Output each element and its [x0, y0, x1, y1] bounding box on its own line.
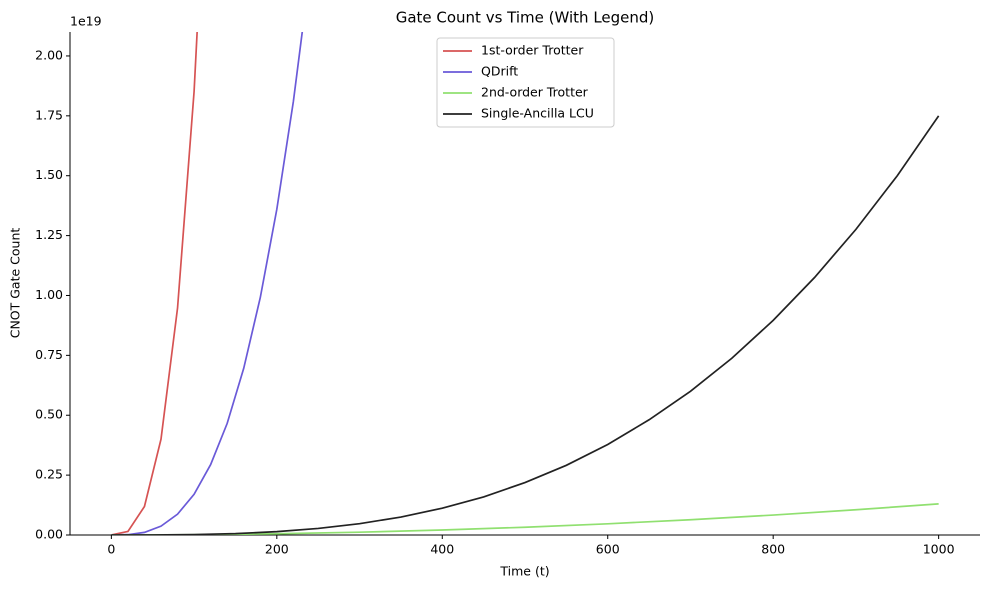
x-tick-label: 600: [596, 542, 620, 557]
y-tick-label: 0.25: [35, 467, 63, 482]
y-tick-label: 1.25: [35, 227, 63, 242]
data-line: [111, 503, 939, 535]
data-line: [111, 32, 304, 535]
y-axis-label: CNOT Gate Count: [8, 228, 23, 339]
x-tick-label: 0: [107, 542, 115, 557]
y-offset-label: 1e19: [70, 14, 102, 29]
legend-label: Single-Ancilla LCU: [481, 106, 594, 121]
x-tick-label: 400: [430, 542, 454, 557]
data-line: [111, 32, 198, 535]
legend: [436, 37, 615, 128]
x-tick-label: 200: [265, 542, 289, 557]
x-tick-label: 800: [761, 542, 785, 557]
legend-label: 2nd-order Trotter: [481, 85, 589, 100]
x-axis-label: Time (t): [499, 564, 549, 579]
y-tick-label: 1.75: [35, 107, 63, 122]
y-tick-label: 0.00: [35, 527, 63, 542]
y-tick-label: 2.00: [35, 47, 63, 62]
chart-title: Gate Count vs Time (With Legend): [396, 9, 655, 27]
data-line: [111, 115, 940, 535]
x-tick-label: 1000: [923, 542, 955, 557]
y-tick-label: 1.50: [35, 167, 63, 182]
y-tick-label: 1.00: [35, 287, 63, 302]
legend-label: QDrift: [481, 64, 518, 79]
y-tick-label: 0.75: [35, 347, 63, 362]
y-tick-label: 0.50: [35, 407, 63, 422]
plot-area: [111, 32, 940, 535]
legend-label: 1st-order Trotter: [481, 43, 584, 58]
